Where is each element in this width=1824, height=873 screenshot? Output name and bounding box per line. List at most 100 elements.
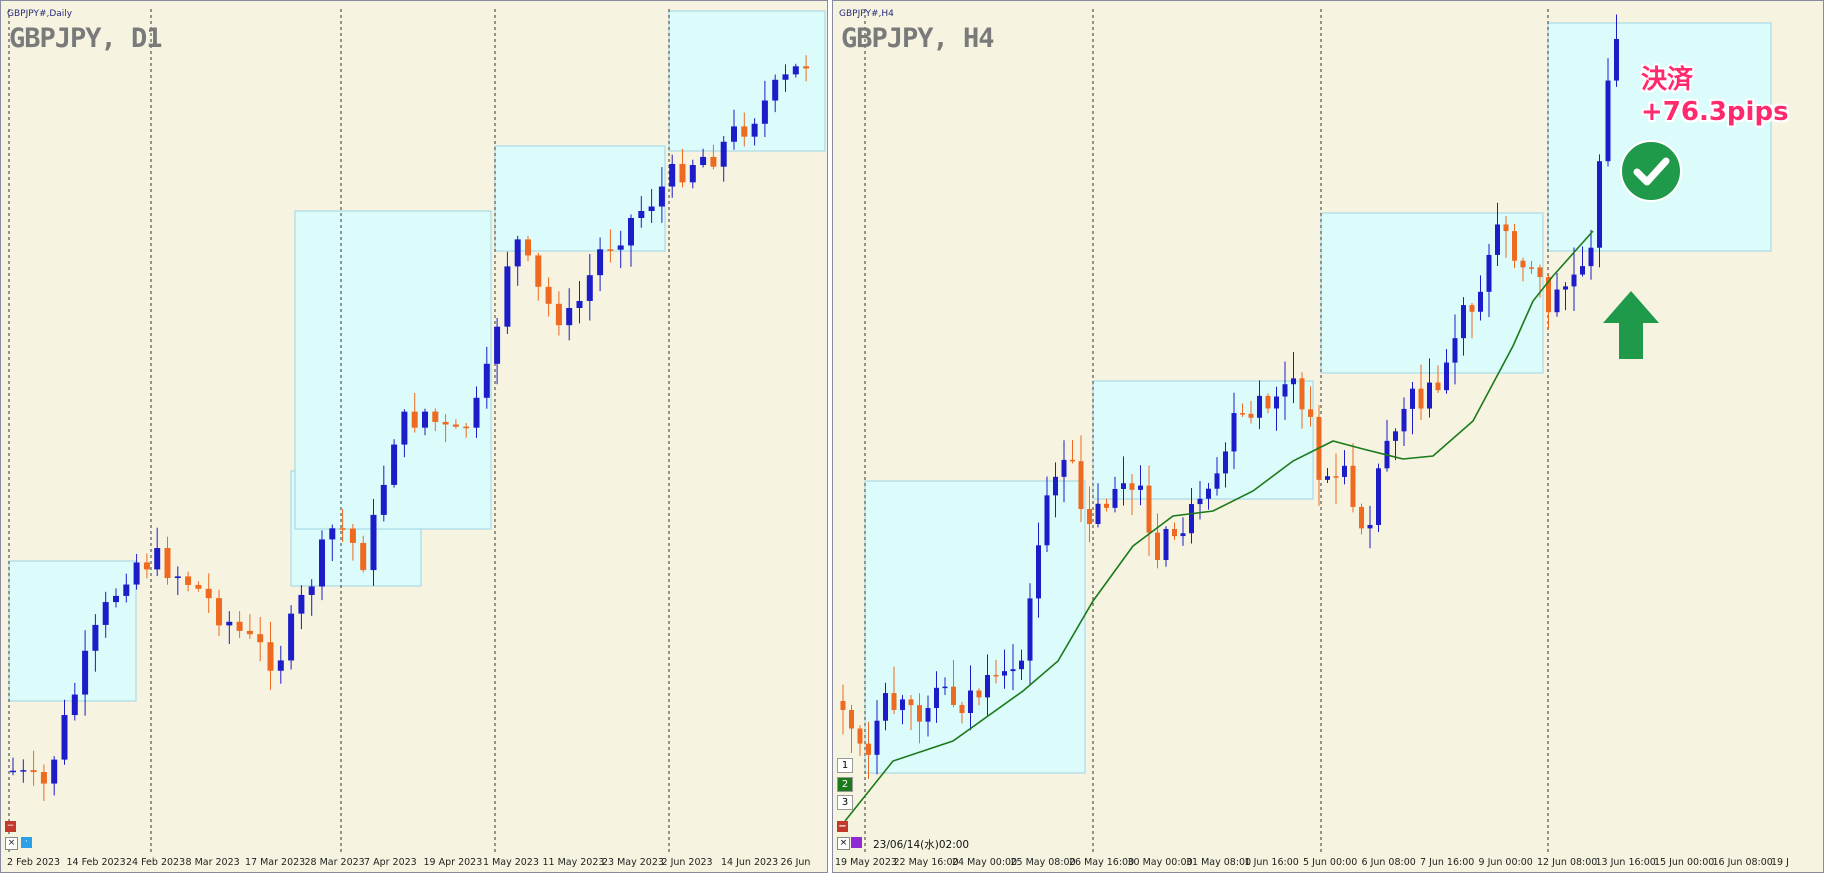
candle-body	[71, 694, 78, 716]
candle-body	[866, 743, 871, 755]
candle-body	[1112, 488, 1118, 508]
h4-indicator-icon[interactable]	[851, 837, 862, 848]
daily-chart-window[interactable]: GBPJPY#,Daily GBPJPY, D1 2 Feb 2023 14 Fe…	[0, 0, 828, 873]
time-axis-label: 19 Apr 2023	[423, 857, 483, 868]
candle-body	[236, 621, 243, 631]
candle-body	[689, 165, 696, 183]
time-axis-label: 24 Feb 2023	[126, 857, 186, 868]
candle-body	[1597, 161, 1602, 248]
candle-body	[857, 728, 863, 744]
candle-body	[1070, 459, 1075, 462]
candle-body	[40, 772, 47, 784]
h4-chart-caption: GBPJPY#,H4	[839, 9, 894, 19]
candle-body	[1503, 224, 1509, 232]
range-box	[1092, 380, 1314, 500]
candle-body	[288, 613, 295, 661]
candle-body	[628, 217, 634, 246]
candle-body	[514, 239, 521, 267]
candle-body	[82, 650, 89, 695]
h4-chart-window[interactable]: GBPJPY#,H4 GBPJPY, H4 19 May 2023 22 May …	[832, 0, 1824, 873]
candle-body	[61, 715, 68, 760]
daily-time-axis: 2 Feb 2023 14 Feb 2023 24 Feb 2023 8 Mar 20…	[1, 854, 827, 872]
candle-body	[442, 421, 449, 425]
time-axis-label: 2 Feb 2023	[7, 857, 61, 868]
time-axis-label: 5 Jun 00:00	[1303, 857, 1358, 868]
candle-body	[1367, 525, 1373, 529]
candle-body	[133, 562, 140, 585]
candle-body	[1214, 473, 1220, 489]
candle-body	[1393, 431, 1398, 441]
candle-body	[463, 426, 470, 429]
range-box	[864, 480, 1086, 774]
time-axis-label: 7 Apr 2023	[364, 857, 417, 868]
range-box	[1547, 22, 1772, 252]
time-axis-label: 2 Jun 2023	[661, 857, 713, 868]
level-button-2[interactable]: 2	[837, 777, 853, 792]
candle-body	[900, 699, 905, 710]
candle-body	[20, 770, 27, 772]
candle-body	[925, 708, 931, 722]
candle-body	[1580, 266, 1585, 275]
candle-body	[92, 624, 99, 651]
level-button-3[interactable]: 3	[837, 795, 853, 810]
candle-body	[380, 484, 387, 515]
time-axis-label: 23 May 2023	[602, 857, 664, 868]
h4-chart-canvas[interactable]	[833, 1, 1823, 872]
candle-body	[1605, 80, 1611, 162]
candle-body	[205, 588, 212, 599]
candle-body	[1571, 274, 1577, 287]
time-axis-label: 8 Mar 2023	[185, 857, 240, 868]
candle-body	[1163, 528, 1169, 561]
candle-body	[370, 514, 377, 571]
candle-body	[1010, 669, 1016, 672]
range-box	[8, 560, 137, 702]
candle-body	[607, 249, 614, 251]
candle-body	[1146, 485, 1152, 533]
candle-body	[545, 286, 552, 304]
candle-body	[535, 255, 542, 287]
time-axis-label: 28 Mar 2023	[304, 857, 365, 868]
candle-body	[123, 584, 130, 596]
candle-body	[1469, 305, 1475, 312]
candle-body	[1376, 468, 1381, 526]
candle-body	[1002, 671, 1007, 676]
candle-body	[792, 66, 799, 75]
candle-body	[1461, 305, 1466, 339]
candle-body	[993, 674, 999, 677]
time-axis-label: 14 Jun 2023	[721, 857, 779, 868]
scroll-indicator-icon[interactable]: ·	[21, 837, 32, 848]
candle-body	[874, 720, 880, 755]
candle-body	[360, 542, 367, 571]
time-axis-label: 30 May 00:00	[1127, 857, 1193, 868]
candle-body	[1036, 545, 1041, 599]
candle-body	[976, 690, 982, 698]
candle-body	[102, 602, 109, 625]
candle-body	[154, 548, 161, 570]
h4-minimize-button[interactable]: −	[837, 821, 848, 832]
minimize-button[interactable]: −	[5, 821, 16, 832]
candle-body	[1274, 396, 1279, 409]
candle-body	[555, 303, 562, 326]
time-axis-label: 15 Jun 00:00	[1654, 857, 1715, 868]
h4-close-chart-button[interactable]: ×	[837, 837, 850, 850]
h4-time-axis: 19 May 2023 22 May 16:00 24 May 00:00 25 Ma…	[833, 854, 1823, 872]
pips-profit-label: +76.3pips	[1641, 97, 1789, 127]
candle-body	[1427, 382, 1432, 409]
candle-body	[710, 156, 717, 167]
level-button-1[interactable]: 1	[837, 758, 853, 773]
candle-body	[1248, 413, 1254, 418]
time-axis-label: 1 May 2023	[483, 857, 539, 868]
candle-body	[658, 186, 665, 207]
candle-body	[246, 630, 253, 635]
candle-body	[1104, 503, 1109, 508]
close-chart-button[interactable]: ×	[5, 837, 18, 850]
candle-body	[761, 100, 768, 124]
candle-body	[1044, 495, 1050, 546]
candle-body	[1588, 247, 1594, 267]
candle-body	[934, 687, 939, 709]
candle-body	[908, 699, 914, 706]
candle-body	[849, 710, 854, 729]
daily-chart-canvas[interactable]	[1, 1, 827, 872]
candle-body	[339, 528, 346, 530]
candle-body	[51, 759, 58, 784]
